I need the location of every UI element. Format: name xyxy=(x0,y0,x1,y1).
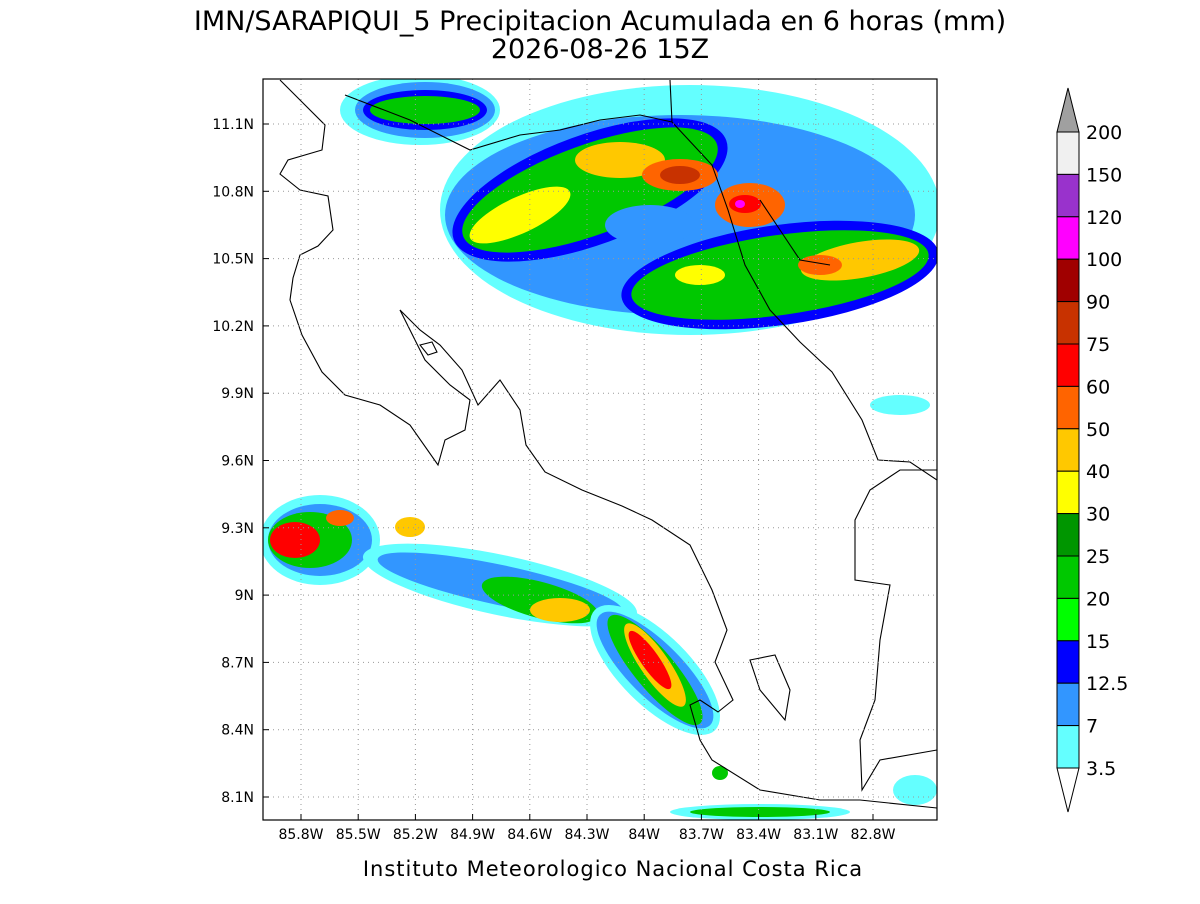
lon-label: 82.8W xyxy=(850,827,895,843)
colorbar-box xyxy=(1056,555,1080,599)
colorbar-label: 90 xyxy=(1086,292,1110,314)
colorbar-box xyxy=(1056,682,1080,727)
lat-label: 10.8N xyxy=(212,184,254,200)
grid xyxy=(263,79,937,820)
lat-label: 9.6N xyxy=(221,454,254,470)
title: IMN/SARAPIQUI_5 Precipitacion Acumulada … xyxy=(194,6,1006,37)
colorbar-label: 7 xyxy=(1086,716,1098,738)
colorbar-box xyxy=(1056,385,1080,430)
lon-label: 84.6W xyxy=(507,827,552,843)
colorbar-box xyxy=(1056,428,1080,472)
colorbar-box xyxy=(1056,131,1080,175)
lat-label: 10.2N xyxy=(212,319,254,335)
colorbar-label: 30 xyxy=(1086,504,1110,526)
lat-label: 11.1N xyxy=(212,117,254,133)
colorbar-box xyxy=(1056,216,1080,260)
colorbar-label: 3.5 xyxy=(1086,758,1116,780)
colorbar-cap xyxy=(1056,767,1080,813)
lon-label: 85.5W xyxy=(336,827,381,843)
lon-label: 84W xyxy=(628,827,660,843)
lat-label: 9N xyxy=(235,588,254,604)
lat-label: 8.7N xyxy=(221,655,254,671)
colorbar-label: 50 xyxy=(1086,419,1110,441)
lon-label: 83.1W xyxy=(793,827,838,843)
colorbar-label: 15 xyxy=(1086,631,1110,653)
colorbar-label: 60 xyxy=(1086,376,1110,398)
colorbar-box xyxy=(1056,258,1080,303)
colorbar-label: 120 xyxy=(1086,207,1122,229)
colorbar-box xyxy=(1056,725,1080,769)
lon-label: 84.3W xyxy=(564,827,609,843)
colorbar-box xyxy=(1056,173,1080,218)
colorbar-box xyxy=(1056,640,1080,684)
colorbar-label: 12.5 xyxy=(1086,673,1128,695)
colorbar-label: 40 xyxy=(1086,461,1110,483)
colorbar-label: 75 xyxy=(1086,334,1110,356)
colorbar-label: 20 xyxy=(1086,588,1110,610)
colorbar-label: 150 xyxy=(1086,164,1122,186)
colorbar-label: 100 xyxy=(1086,249,1122,271)
colorbar: 200 150 120 100 90 75 60 50 40 30 25 20 15 12.5 7 3.5 xyxy=(1056,87,1128,813)
colorbar-cap xyxy=(1056,87,1080,133)
lon-label: 83.7W xyxy=(679,827,724,843)
colorbar-box xyxy=(1056,513,1080,557)
lat-label: 10.5N xyxy=(212,252,254,268)
lat-label: 8.1N xyxy=(221,790,254,806)
lon-label: 84.9W xyxy=(450,827,495,843)
colorbar-label: 25 xyxy=(1086,546,1110,568)
colorbar-box xyxy=(1056,301,1080,345)
lon-label: 85.8W xyxy=(278,827,323,843)
colorbar-box xyxy=(1056,470,1080,515)
colorbar-box xyxy=(1056,343,1080,387)
colorbar-label: 200 xyxy=(1086,122,1122,144)
footer: Instituto Meteorologico Nacional Costa R… xyxy=(363,857,863,881)
lon-label: 85.2W xyxy=(393,827,438,843)
lon-label: 83.4W xyxy=(736,827,781,843)
ticks: 11.1N 10.8N 10.5N 10.2N 9.9N 9.6N 9.3N 9N 8.7N 8.… xyxy=(212,117,895,843)
lat-label: 9.3N xyxy=(221,521,254,537)
lat-label: 9.9N xyxy=(221,386,254,402)
subtitle: 2026-08-26 15Z xyxy=(491,34,709,65)
colorbar-box xyxy=(1056,597,1080,642)
precipitation-field xyxy=(263,79,937,820)
plot-frame xyxy=(262,78,938,821)
lat-label: 8.4N xyxy=(221,723,254,739)
